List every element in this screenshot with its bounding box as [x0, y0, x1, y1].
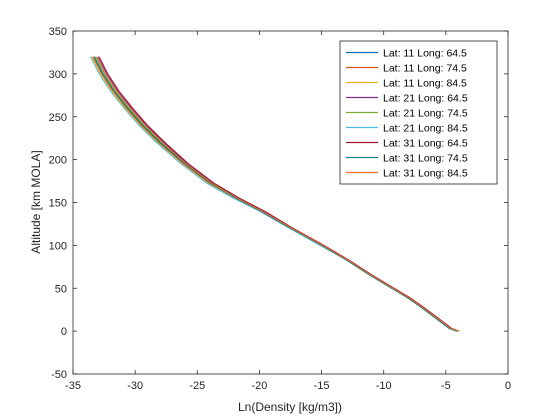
axes-layer: -35 -30 -25 -20 -15 -10 -5 0-500501001502002503… — [49, 26, 511, 392]
legend-label-8: Lat: 31 Long: 74.5 — [383, 153, 468, 165]
x-tick-label: -35 — [65, 380, 81, 392]
x-tick-label: -20 — [251, 380, 267, 392]
x-tick-label: 0 — [505, 380, 511, 392]
x-tick-label: -25 — [189, 380, 205, 392]
y-tick-label: 100 — [49, 240, 67, 252]
y-tick-label: 300 — [49, 69, 67, 81]
legend-label-2: Lat: 11 Long: 74.5 — [383, 63, 467, 75]
series-line-9 — [96, 56, 460, 332]
y-tick-label: 150 — [49, 198, 67, 210]
legend-label-7: Lat: 31 Long: 64.5 — [383, 138, 468, 150]
legend: Lat: 11 Long: 64.5 Lat: 11 Long: 74.5 Lat:… — [339, 40, 498, 185]
x-tick-label: -5 — [441, 380, 451, 392]
legend-label-9: Lat: 31 Long: 84.5 — [383, 168, 468, 180]
legend-label-5: Lat: 21 Long: 74.5 — [383, 108, 468, 120]
legend-label-1: Lat: 11 Long: 64.5 — [383, 48, 467, 60]
x-tick-label: -10 — [376, 380, 392, 392]
y-tick-label: -50 — [51, 369, 67, 381]
y-tick-label: 0 — [61, 326, 67, 338]
x-tick-label: -30 — [127, 380, 143, 392]
legend-label-3: Lat: 11 Long: 84.5 — [383, 78, 467, 90]
series-layer — [89, 56, 460, 332]
y-tick-label: 350 — [49, 26, 67, 38]
legend-label-4: Lat: 21 Long: 64.5 — [383, 93, 468, 105]
series-line-7 — [98, 56, 460, 332]
y-axis-title: Altitude [km MOLA] — [29, 150, 43, 253]
y-tick-label: 200 — [49, 155, 67, 167]
legend-label-6: Lat: 21 Long: 84.5 — [383, 123, 468, 135]
y-tick-label: 250 — [49, 112, 67, 124]
x-axis-title: Ln(Density [kg/m3]) — [238, 400, 342, 414]
series-line-8 — [93, 56, 458, 332]
x-tick-label: -15 — [314, 380, 330, 392]
y-tick-label: 50 — [55, 283, 67, 295]
